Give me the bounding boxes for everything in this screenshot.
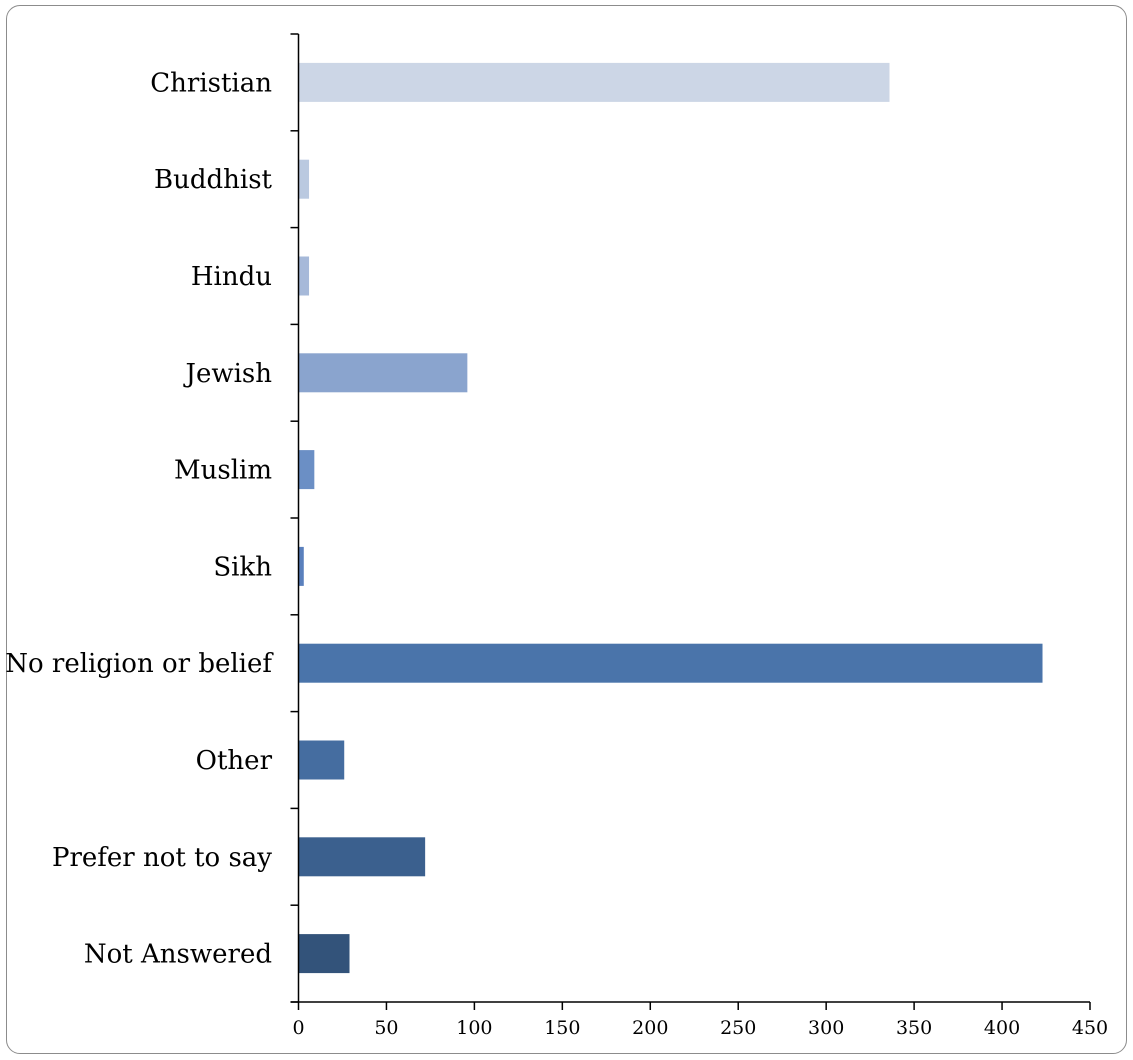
- category-label: Jewish: [183, 359, 273, 389]
- x-tick-label: 0: [292, 1017, 304, 1039]
- category-label: Not Answered: [84, 940, 272, 970]
- x-tick-label: 350: [896, 1017, 932, 1039]
- bar: [298, 353, 468, 393]
- bar: [298, 159, 310, 199]
- bar: [298, 256, 310, 296]
- x-ticks-group: 0 50 100 150 200 250 300 350 400 450: [292, 1002, 1108, 1039]
- bar: [298, 546, 304, 586]
- x-tick-label: 250: [720, 1017, 756, 1039]
- bars-group: [298, 62, 1043, 974]
- category-label: Buddhist: [154, 165, 273, 195]
- x-tick-label: 300: [808, 1017, 844, 1039]
- x-tick-label: 200: [632, 1017, 668, 1039]
- bar: [298, 934, 350, 974]
- x-tick-label: 400: [984, 1017, 1020, 1039]
- category-label: Sikh: [213, 552, 272, 582]
- bar: [298, 450, 315, 490]
- bar: [298, 837, 426, 877]
- category-label: Prefer not to say: [52, 843, 272, 873]
- x-tick-label: 50: [374, 1017, 398, 1039]
- category-label: Christian: [150, 68, 272, 98]
- bar: [298, 740, 345, 780]
- chart-frame: [6, 5, 1127, 1054]
- bar: [298, 643, 1043, 683]
- category-label: Muslim: [174, 456, 272, 486]
- category-label: Other: [196, 746, 273, 776]
- x-tick-label: 150: [544, 1017, 580, 1039]
- category-label: No religion or belief: [5, 649, 274, 679]
- x-tick-label: 100: [456, 1017, 492, 1039]
- category-labels-group: Christian Buddhist Hindu Jewish Muslim Sikh No…: [5, 68, 274, 969]
- bar: [298, 62, 890, 102]
- x-tick-label: 450: [1072, 1017, 1108, 1039]
- y-ticks-group: [290, 33, 299, 1003]
- category-label: Hindu: [191, 262, 272, 292]
